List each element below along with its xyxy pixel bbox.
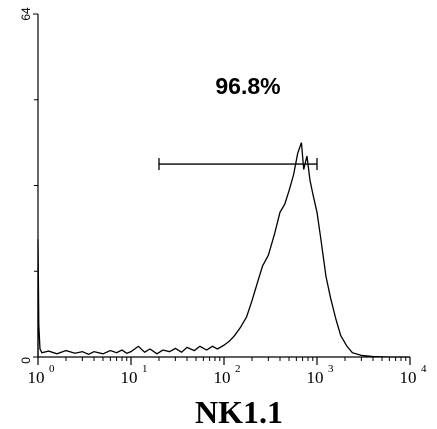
gate-percentage-label: 96.8% — [215, 73, 280, 99]
x-axis-ticks: 10 0 10 1 10 2 10 3 10 4 — [28, 357, 427, 387]
y-tick-label: 64 — [19, 7, 33, 21]
x-tick-exponent: 4 — [421, 363, 427, 375]
axes — [37, 14, 410, 358]
x-tick-label: 10 — [121, 368, 138, 387]
x-tick-label: 10 — [28, 368, 45, 387]
x-tick-label: 10 — [214, 368, 231, 387]
x-tick-label: 10 — [400, 368, 417, 387]
gate-marker — [158, 158, 318, 171]
x-tick-exponent: 2 — [235, 363, 241, 375]
x-tick-exponent: 1 — [142, 363, 148, 375]
x-axis-title: NK1.1 — [195, 394, 283, 429]
x-tick-exponent: 0 — [49, 363, 55, 375]
x-tick-label: 10 — [307, 368, 324, 387]
x-tick-exponent: 3 — [328, 363, 334, 375]
y-tick-label: 0 — [19, 357, 33, 364]
histogram-trace — [37, 142, 410, 358]
y-axis-ticks: 0 64 — [19, 7, 38, 364]
